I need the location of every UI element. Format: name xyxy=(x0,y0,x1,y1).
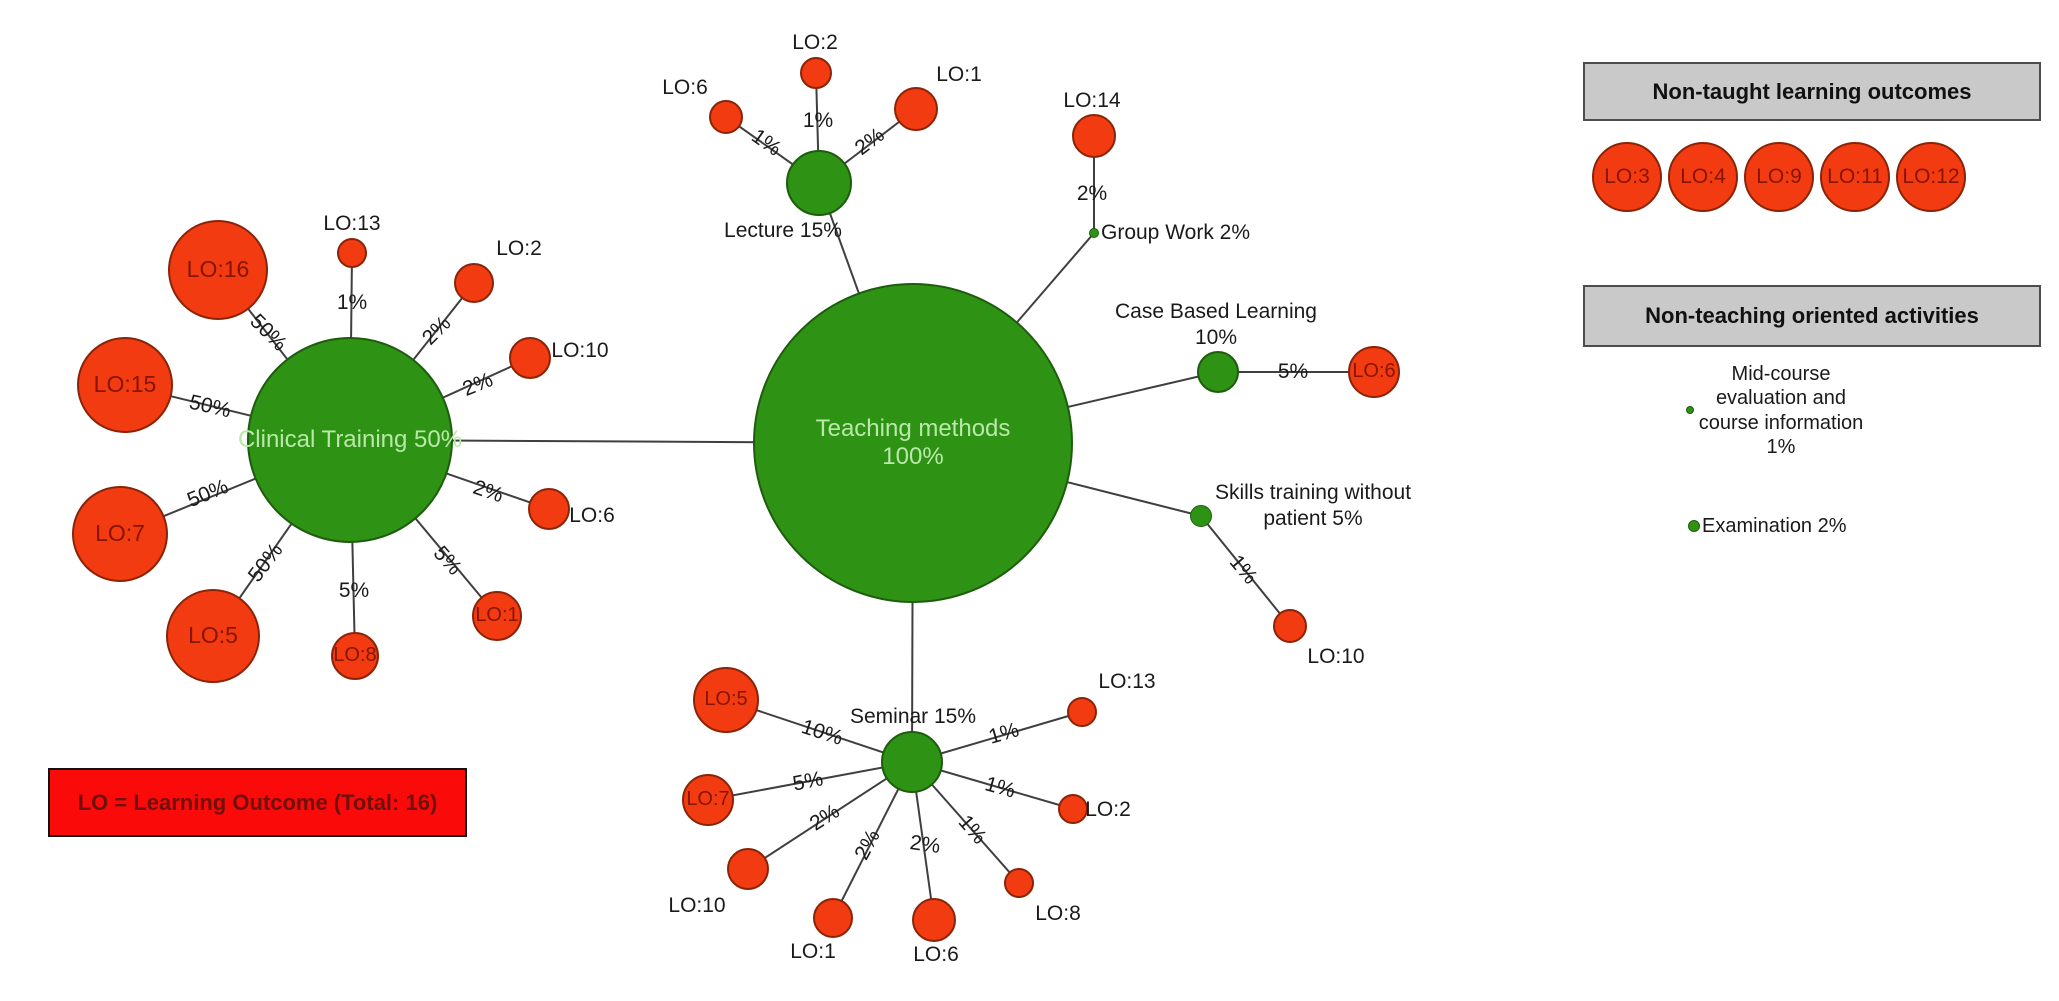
node-label-sem-lo8: LO:8 xyxy=(1035,902,1081,926)
node-ct-lo5: LO:5 xyxy=(166,589,260,683)
node-ct-lo1: LO:1 xyxy=(472,591,522,641)
edge-seminar-sem-lo7 xyxy=(707,761,913,801)
node-clinical-training: Clinical Training 50% xyxy=(238,337,462,543)
node-label-case-based-learning: Case Based Learning 10% xyxy=(1115,300,1317,349)
node-label-ct-lo2: LO:2 xyxy=(496,237,542,261)
node-lecture xyxy=(786,150,852,216)
node-label-gw-lo14: LO:14 xyxy=(1063,89,1121,113)
node-sem-lo1 xyxy=(813,898,853,938)
edge-percent-label-sem-lo6: 2% xyxy=(908,831,942,859)
node-label-sk-lo10: LO:10 xyxy=(1307,645,1365,669)
activity-label-0: Mid-course evaluation and course informati… xyxy=(1698,363,1864,459)
edge-skills-training-sk-lo10 xyxy=(1200,515,1291,627)
non-taught-legend-title: Non-taught learning outcomes xyxy=(1652,78,1972,104)
activity-dot-1 xyxy=(1688,520,1700,532)
node-cbl-lo6: LO:6 xyxy=(1348,346,1400,398)
node-label-lec-lo2: LO:2 xyxy=(792,31,838,55)
non-taught-outcome-lo-4: LO:4 xyxy=(1668,142,1738,212)
node-label-lec-lo6: LO:6 xyxy=(662,76,708,100)
node-sem-lo10 xyxy=(727,848,769,890)
node-label-sem-lo1: LO:1 xyxy=(790,940,836,964)
footnote-box: LO = Learning Outcome (Total: 16) xyxy=(48,768,467,837)
node-label-sem-lo13: LO:13 xyxy=(1098,670,1156,694)
non-teaching-legend-box: Non-teaching oriented activities xyxy=(1583,285,2041,347)
node-ct-lo15: LO:15 xyxy=(77,337,173,433)
non-taught-legend-box: Non-taught learning outcomes xyxy=(1583,62,2041,121)
node-lec-lo2 xyxy=(800,57,832,89)
node-label-skills-training: Skills training without patient 5% xyxy=(1214,481,1412,530)
non-taught-outcome-lo-9: LO:9 xyxy=(1744,142,1814,212)
edge-seminar-sem-lo10 xyxy=(747,761,913,870)
node-teaching-methods: Teaching methods 100% xyxy=(753,283,1073,603)
non-taught-outcome-lo-12: LO:12 xyxy=(1896,142,1966,212)
edge-percent-label-ct-lo8: 5% xyxy=(338,579,370,602)
edge-percent-label-lec-lo2: 1% xyxy=(802,109,834,132)
node-sem-lo5: LO:5 xyxy=(693,667,759,733)
node-label-sem-lo6: LO:6 xyxy=(913,943,959,967)
edge-percent-label-cbl-lo6: 5% xyxy=(1277,360,1309,383)
node-sk-lo10 xyxy=(1273,609,1307,643)
node-label-ct-lo6: LO:6 xyxy=(569,504,615,528)
node-sem-lo8 xyxy=(1004,868,1034,898)
node-label-lecture: Lecture 15% xyxy=(724,219,842,243)
node-skills-training xyxy=(1190,505,1212,527)
node-sem-lo7: LO:7 xyxy=(682,774,734,826)
node-label-sem-lo2: LO:2 xyxy=(1085,798,1131,822)
non-taught-outcome-lo-11: LO:11 xyxy=(1820,142,1890,212)
footnote-text: LO = Learning Outcome (Total: 16) xyxy=(77,789,438,815)
node-ct-lo10 xyxy=(509,337,551,379)
edge-percent-label-gw-lo14: 2% xyxy=(1076,182,1108,205)
node-label-seminar: Seminar 15% xyxy=(849,705,977,729)
node-ct-lo7: LO:7 xyxy=(72,486,168,582)
node-sem-lo6 xyxy=(912,898,956,942)
node-label-lec-lo1: LO:1 xyxy=(936,63,982,87)
node-lec-lo1 xyxy=(894,87,938,131)
node-ct-lo6 xyxy=(528,488,570,530)
node-label-ct-lo13: LO:13 xyxy=(323,212,381,236)
non-taught-outcome-lo-3: LO:3 xyxy=(1592,142,1662,212)
node-seminar xyxy=(881,731,943,793)
activity-label-1: Examination 2% xyxy=(1702,515,1847,537)
node-label-sem-lo10: LO:10 xyxy=(668,894,726,918)
node-label-group-work: Group Work 2% xyxy=(1101,221,1250,245)
node-group-work xyxy=(1089,228,1099,238)
node-sem-lo13 xyxy=(1067,697,1097,727)
non-taught-outcomes-row: LO:3 LO:4 LO:9 LO:11 LO:12 xyxy=(1592,142,1966,212)
node-label-ct-lo10: LO:10 xyxy=(551,339,609,363)
node-gw-lo14 xyxy=(1072,114,1116,158)
edge-percent-label-ct-lo13: 1% xyxy=(336,291,368,314)
node-sem-lo2 xyxy=(1058,794,1088,824)
non-teaching-legend-title: Non-teaching oriented activities xyxy=(1645,303,1979,328)
node-case-based-learning xyxy=(1197,351,1239,393)
node-ct-lo8: LO:8 xyxy=(331,632,379,680)
activity-dot-0 xyxy=(1686,406,1694,414)
node-ct-lo13 xyxy=(337,238,367,268)
node-ct-lo2 xyxy=(454,263,494,303)
node-ct-lo16: LO:16 xyxy=(168,220,268,320)
node-lec-lo6 xyxy=(709,100,743,134)
